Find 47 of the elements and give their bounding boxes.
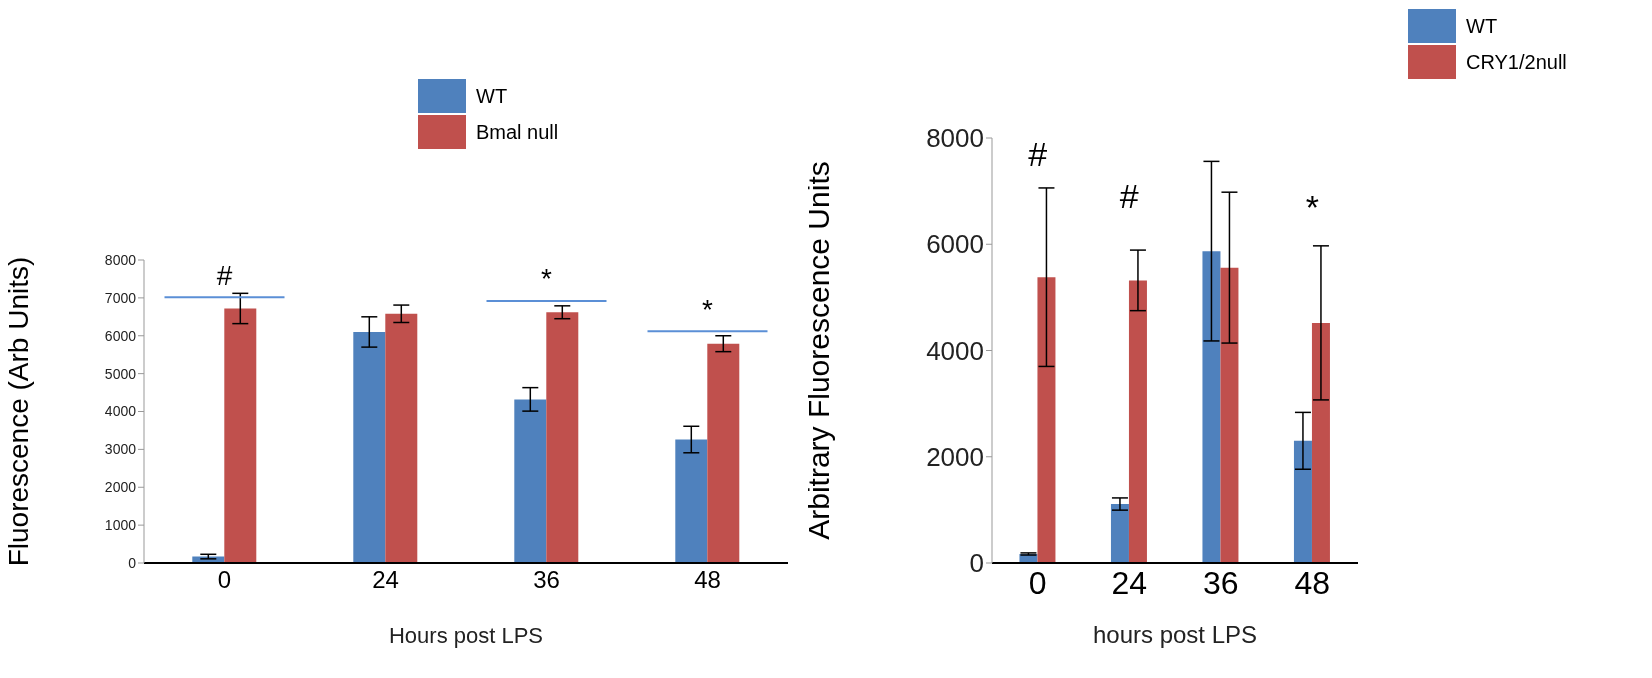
annotation: # <box>1028 134 1048 173</box>
annotation: * <box>702 293 714 325</box>
x-axis-title: hours post LPS <box>1092 621 1258 648</box>
y-tick-label: 2000 <box>926 441 984 472</box>
bar <box>707 343 740 563</box>
x-tick-label: 36 <box>533 566 560 594</box>
bar <box>546 312 579 563</box>
x-tick-label: 0 <box>1028 564 1047 601</box>
bar <box>675 439 708 563</box>
bar <box>224 308 257 563</box>
annotation: # <box>216 259 233 291</box>
bar <box>385 313 418 563</box>
y-tick-label: 2000 <box>104 479 137 496</box>
annotation: * <box>541 263 553 295</box>
bar <box>1202 251 1221 563</box>
bar <box>1220 267 1239 563</box>
x-axis-title: Hours post LPS <box>388 623 544 648</box>
x-tick-label: 24 <box>372 566 399 594</box>
y-axis-title: Fluorescence (Arb Units) <box>2 256 34 567</box>
legend-label: Bmal null <box>476 120 559 144</box>
bar <box>1110 504 1129 563</box>
y-tick-label: 7000 <box>104 289 137 306</box>
y-tick-label: 1000 <box>104 517 137 534</box>
bar <box>1311 322 1330 563</box>
x-tick-label: 24 <box>1111 564 1148 601</box>
legend-label: CRY1/2null <box>1466 50 1567 74</box>
y-tick-label: 4000 <box>104 403 137 420</box>
annotation: * <box>1305 188 1319 227</box>
y-tick-label: 3000 <box>104 441 137 458</box>
bar <box>1037 277 1056 563</box>
x-tick-label: 48 <box>694 566 721 594</box>
bar <box>514 399 547 563</box>
y-tick-label: 6000 <box>926 229 984 260</box>
annotation: # <box>1119 177 1139 216</box>
x-tick-label: 36 <box>1202 564 1239 601</box>
y-tick-label: 6000 <box>104 327 137 344</box>
legend-label: WT <box>476 84 508 108</box>
bar <box>353 331 386 563</box>
bar <box>1293 440 1312 563</box>
y-tick-label: 8000 <box>926 123 984 154</box>
legend-label: WT <box>1466 14 1498 38</box>
x-tick-label: 0 <box>217 566 232 594</box>
y-tick-label: 5000 <box>104 365 137 382</box>
x-tick-label: 48 <box>1294 564 1331 601</box>
y-tick-label: 8000 <box>104 251 137 268</box>
bar <box>1128 280 1147 563</box>
y-tick-label: 4000 <box>926 335 984 366</box>
